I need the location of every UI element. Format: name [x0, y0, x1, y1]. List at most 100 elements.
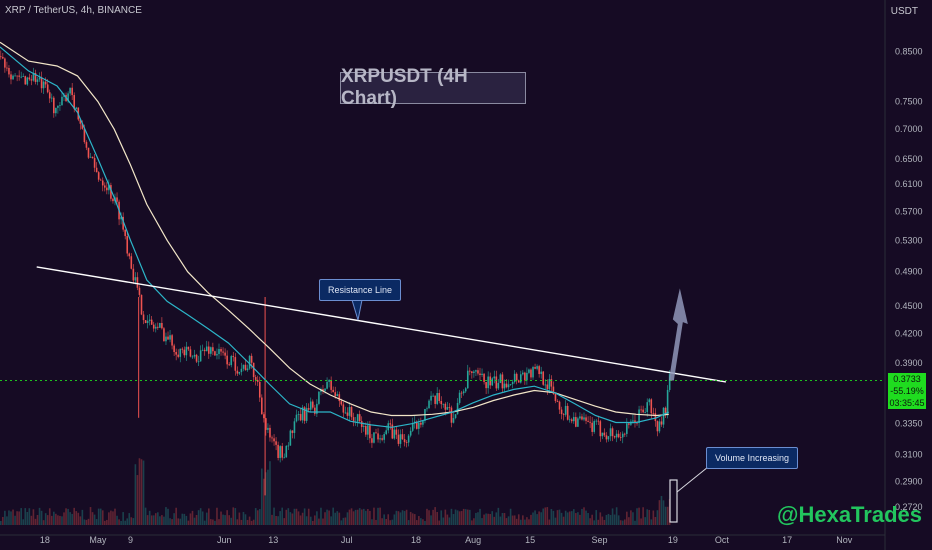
candle: [630, 421, 632, 425]
volume-bar: [163, 516, 165, 525]
volume-bar: [218, 519, 220, 525]
volume-bar: [77, 512, 80, 525]
candle: [442, 403, 445, 405]
candle: [159, 322, 161, 328]
volume-bar: [362, 508, 365, 525]
chart-title: XRPUSDT (4H Chart): [340, 66, 526, 109]
candles: [0, 50, 671, 496]
candle: [4, 58, 6, 68]
candle: [103, 185, 106, 188]
x-tick-label: Aug: [465, 535, 481, 545]
volume-bar: [358, 508, 361, 525]
volume-bar: [626, 511, 628, 525]
candle: [267, 427, 269, 430]
ma-slow-line: [0, 41, 669, 417]
candle: [150, 319, 153, 325]
volume-bar: [179, 518, 182, 525]
volume-bar: [401, 510, 404, 525]
volume-bar: [134, 464, 137, 525]
candle: [112, 198, 114, 202]
volume-bar: [481, 518, 483, 525]
volume-bar: [220, 511, 222, 525]
volume-bar: [424, 520, 426, 525]
candle: [0, 56, 2, 58]
candle: [597, 420, 600, 422]
y-tick-label: 0.7500: [895, 97, 923, 107]
candle: [175, 352, 177, 355]
volume-bar: [265, 472, 267, 525]
volume-bar: [444, 509, 447, 525]
candle: [130, 256, 133, 269]
candle: [93, 158, 96, 168]
volume-bar: [418, 516, 420, 525]
volume-bar: [279, 511, 281, 525]
volume-bar: [460, 511, 463, 525]
volume-bar: [161, 515, 163, 525]
volume-bar: [130, 517, 133, 525]
candle: [613, 436, 616, 438]
volume-bar: [442, 517, 445, 525]
volume-bar: [638, 507, 640, 525]
candle: [248, 355, 251, 369]
volume-bar: [293, 508, 296, 525]
candle: [609, 428, 612, 437]
volume-bar: [291, 513, 294, 525]
volume-bar: [12, 509, 14, 525]
volume-bar: [575, 513, 577, 525]
y-tick-label: 0.8500: [895, 47, 923, 57]
candle: [501, 374, 504, 389]
candle: [32, 72, 35, 81]
volume-bar: [4, 510, 6, 525]
volume-bar: [22, 519, 25, 525]
candle: [373, 432, 375, 443]
volume-bar: [399, 512, 402, 525]
volume-bar: [57, 515, 59, 525]
candle: [199, 350, 202, 362]
volume-bar: [326, 509, 328, 525]
volume-bar: [150, 515, 153, 525]
candle: [601, 432, 604, 437]
candle: [570, 419, 573, 422]
volume-bar: [214, 520, 216, 525]
candle: [640, 409, 642, 411]
candle: [75, 107, 78, 109]
volume-bar: [611, 508, 614, 525]
volume-bar: [379, 507, 381, 525]
candle: [305, 408, 308, 421]
candle: [385, 430, 388, 435]
volume-bar: [503, 513, 506, 525]
volume-bar: [350, 508, 353, 525]
candle: [12, 75, 14, 80]
volume-bar: [383, 514, 385, 525]
volume-bar: [146, 515, 149, 525]
volume-bar: [430, 515, 432, 525]
candle: [281, 446, 284, 458]
volume-bar: [112, 511, 114, 525]
volume-bar: [420, 518, 422, 525]
volume-bar: [63, 512, 65, 525]
candle: [53, 97, 55, 114]
candle: [85, 142, 88, 148]
candle: [436, 393, 438, 404]
candle: [611, 428, 614, 437]
x-tick-label: Oct: [715, 535, 730, 545]
candle: [456, 402, 459, 415]
volume-bar: [644, 517, 646, 525]
candle: [95, 167, 98, 173]
volume-bar: [263, 478, 265, 525]
volume-bar: [320, 507, 322, 525]
candle: [662, 407, 665, 425]
candle: [434, 395, 436, 404]
candle: [579, 416, 581, 419]
volume-bar: [167, 508, 169, 525]
volume-bar: [40, 510, 43, 525]
candle: [530, 369, 532, 378]
candle: [293, 421, 296, 433]
volume-annotation: Volume Increasing: [706, 447, 799, 469]
volume-bar: [55, 513, 57, 525]
candle: [154, 326, 157, 329]
volume-bar: [568, 511, 571, 525]
candle: [375, 432, 377, 434]
